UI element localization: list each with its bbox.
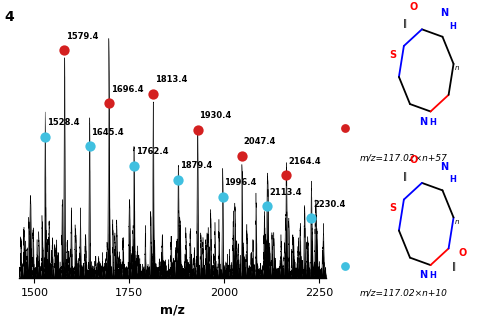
Text: H: H — [449, 175, 456, 184]
Point — [149, 91, 157, 96]
Text: 2047.4: 2047.4 — [244, 137, 276, 147]
X-axis label: m/z: m/z — [160, 304, 185, 317]
Text: 1813.4: 1813.4 — [155, 75, 188, 84]
Point — [238, 154, 246, 159]
Text: S: S — [389, 203, 396, 213]
Text: 2113.4: 2113.4 — [269, 188, 301, 197]
Point — [174, 177, 182, 182]
Text: H: H — [429, 271, 436, 280]
Text: N: N — [419, 270, 427, 280]
Text: O: O — [410, 2, 418, 12]
Text: m/z=117.02×n+10: m/z=117.02×n+10 — [359, 288, 447, 297]
Text: S: S — [389, 50, 396, 60]
Text: 1879.4: 1879.4 — [180, 161, 213, 171]
Text: n: n — [455, 219, 459, 225]
Point — [60, 48, 68, 53]
Text: 1762.4: 1762.4 — [136, 147, 168, 156]
Point — [263, 204, 271, 209]
Point — [130, 163, 138, 168]
Point — [41, 134, 49, 140]
Text: 2230.4: 2230.4 — [313, 200, 346, 209]
Point — [194, 127, 202, 132]
Text: H: H — [429, 118, 436, 127]
Point — [219, 194, 227, 199]
Text: 1930.4: 1930.4 — [200, 111, 232, 120]
Point — [341, 125, 348, 131]
Text: 1696.4: 1696.4 — [111, 84, 143, 94]
Text: H: H — [449, 22, 456, 31]
Text: 1996.4: 1996.4 — [225, 178, 257, 187]
Point — [308, 216, 315, 221]
Text: 1579.4: 1579.4 — [66, 32, 99, 41]
Text: 2164.4: 2164.4 — [288, 156, 321, 166]
Point — [85, 144, 93, 149]
Point — [105, 101, 113, 106]
Text: ‖: ‖ — [452, 262, 456, 271]
Text: 4: 4 — [5, 10, 14, 24]
Text: 1645.4: 1645.4 — [91, 128, 124, 137]
Text: N: N — [441, 162, 449, 172]
Text: 1528.4: 1528.4 — [47, 118, 80, 127]
Text: N: N — [441, 8, 449, 18]
Text: ‖: ‖ — [403, 19, 407, 28]
Text: ‖: ‖ — [403, 172, 407, 181]
Text: N: N — [419, 117, 427, 127]
Text: O: O — [459, 248, 467, 258]
Text: O: O — [410, 155, 418, 165]
Text: n: n — [455, 65, 459, 71]
Text: m/z=117.02×n+57: m/z=117.02×n+57 — [359, 154, 447, 163]
Point — [341, 263, 348, 268]
Point — [283, 173, 290, 178]
